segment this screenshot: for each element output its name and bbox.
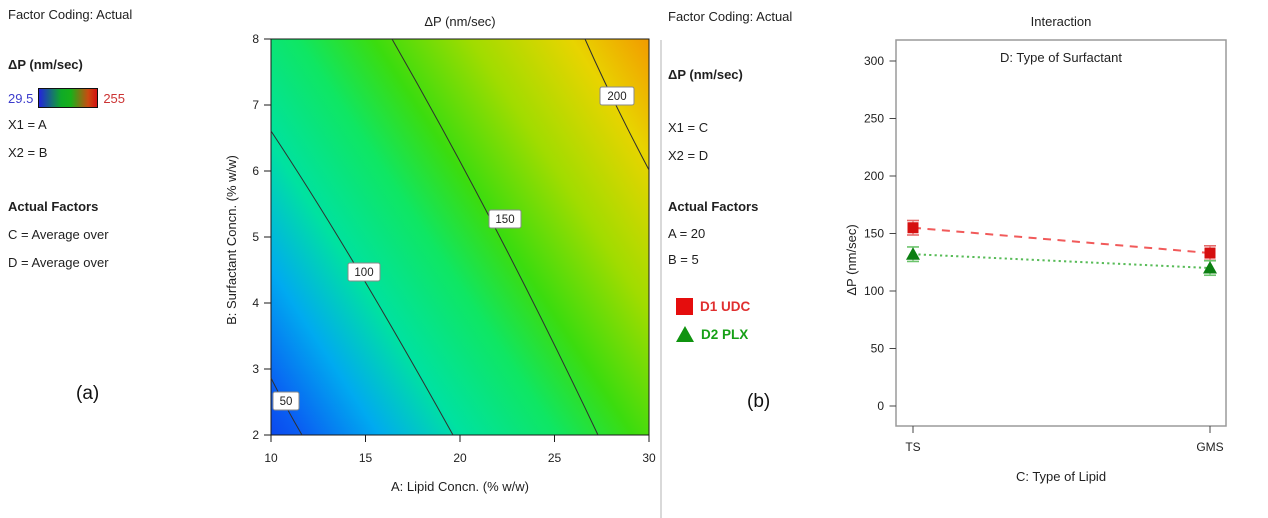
contour-label-value: 50 — [280, 396, 293, 408]
factor-a-value: A = 20 — [668, 226, 706, 241]
scale-max-value: 255 — [103, 90, 126, 106]
series-line — [912, 226, 1211, 255]
interaction-subtitle: D: Type of Surfactant — [1000, 50, 1122, 65]
y-tick-label: 0 — [877, 399, 884, 413]
contour-label-value: 200 — [607, 91, 626, 103]
triangle-marker-icon — [1203, 261, 1217, 274]
contour-ylabel: B: Surfactant Concn. (% w/w) — [224, 155, 239, 325]
interaction-xlabel: C: Type of Lipid — [1016, 469, 1106, 484]
y-tick-label: 7 — [252, 98, 259, 112]
y-tick-label: 200 — [864, 169, 884, 183]
square-marker-icon — [1204, 247, 1216, 259]
x-tick-label: 25 — [548, 451, 562, 465]
factor-coding-label-a: Factor Coding: Actual — [8, 7, 133, 22]
y-tick-label: 100 — [864, 284, 884, 298]
x-tick-label: TS — [905, 440, 920, 454]
actual-factors-heading-a: Actual Factors — [8, 199, 99, 214]
contour-y-axis: 2 3 4 5 6 7 8 — [252, 32, 271, 442]
y-tick-label: 4 — [252, 296, 259, 310]
y-tick-label: 250 — [864, 112, 884, 126]
x-tick-label: 20 — [453, 451, 467, 465]
contour-level-labels: 50 100 150 200 — [272, 86, 635, 411]
panel-label-a: (a) — [76, 383, 100, 404]
contour-label-box — [599, 86, 635, 106]
square-marker-icon — [907, 222, 919, 234]
square-marker-icon — [676, 297, 693, 315]
y-tick-label: 2 — [252, 428, 259, 442]
color-scale-bar — [38, 88, 99, 108]
legend-item-d1-udc: D1 UDC — [676, 297, 750, 315]
contour-surface — [270, 38, 650, 436]
interaction-plot: Interaction D: Type of Surfactant 0 50 100… — [844, 14, 1227, 484]
y-tick-label: 300 — [864, 54, 884, 68]
actual-factors-heading-b: Actual Factors — [668, 199, 759, 214]
factor-c-value: C = Average over — [8, 227, 109, 242]
contour-x-axis: 10 15 20 25 30 — [264, 435, 656, 465]
interaction-series — [906, 219, 1217, 277]
x2-factor-label-a: X2 = B — [8, 145, 48, 160]
contour-label-value: 100 — [354, 267, 373, 279]
x1-factor-label-a: X1 = A — [8, 117, 47, 132]
contour-title: ΔP (nm/sec) — [424, 14, 495, 29]
y-tick-label: 5 — [252, 230, 259, 244]
panel-label-b: (b) — [747, 391, 771, 412]
legend-label: D1 UDC — [700, 298, 751, 314]
contour-plot: ΔP (nm/sec) 50 100 150 200 10 15 20 25 30 2 3 4 5 6… — [224, 14, 656, 494]
factor-b-value: B = 5 — [668, 252, 699, 267]
scale-min-value: 29.5 — [8, 90, 34, 106]
x-tick-label: 10 — [264, 451, 278, 465]
contour-label-box — [488, 209, 522, 229]
x1-factor-label-b: X1 = C — [668, 120, 709, 135]
response-label-a: ΔP (nm/sec) — [8, 57, 83, 72]
y-tick-label: 8 — [252, 32, 259, 46]
y-tick-label: 3 — [252, 362, 259, 376]
color-scale-row: 29.5 255 — [8, 88, 125, 108]
contour-xlabel: A: Lipid Concn. (% w/w) — [391, 479, 529, 494]
y-tick-label: 50 — [871, 342, 885, 356]
contour-label-box — [272, 391, 300, 411]
factor-d-value: D = Average over — [8, 255, 109, 270]
contour-label-value: 150 — [495, 214, 514, 226]
contour-label-box — [347, 262, 381, 282]
triangle-marker-icon — [906, 247, 920, 260]
interaction-x-axis: TS GMS — [905, 426, 1224, 454]
interaction-title: Interaction — [1031, 14, 1092, 29]
x-tick-label: 30 — [642, 451, 656, 465]
interaction-ylabel: ΔP (nm/sec) — [844, 224, 859, 295]
interaction-y-axis: 0 50 100 150 200 250 300 — [864, 54, 896, 413]
panel-divider — [660, 40, 662, 518]
y-tick-label: 150 — [864, 227, 884, 241]
series-line — [912, 253, 1211, 269]
x2-factor-label-b: X2 = D — [668, 148, 709, 163]
interaction-frame — [895, 39, 1227, 427]
triangle-marker-icon — [676, 326, 694, 342]
x-tick-label: 15 — [359, 451, 373, 465]
x-tick-label: GMS — [1196, 440, 1223, 454]
legend-item-d2-plx: D2 PLX — [676, 325, 748, 343]
y-tick-label: 6 — [252, 164, 259, 178]
legend-label: D2 PLX — [701, 326, 749, 342]
factor-coding-label-b: Factor Coding: Actual — [668, 9, 793, 24]
response-label-b: ΔP (nm/sec) — [668, 67, 743, 82]
contour-line — [391, 38, 599, 436]
